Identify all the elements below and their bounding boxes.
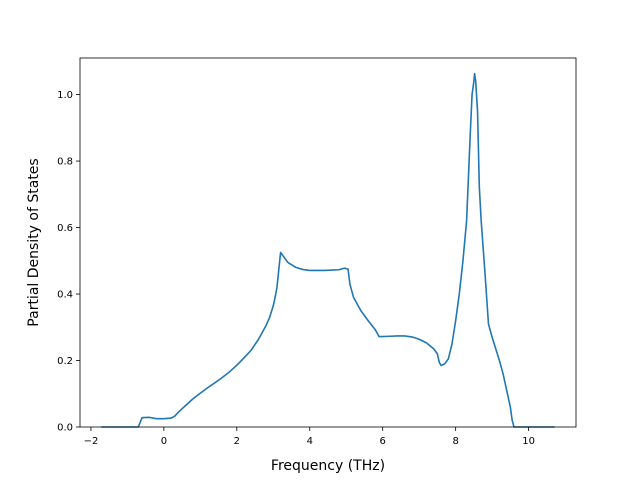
axes: −2 0 2 4 6 8 10 0.0 0.2 0.4 0.6 0.8 1.0 <box>57 57 577 447</box>
x-tick-label: 10 <box>522 436 535 447</box>
plot-area <box>101 72 555 428</box>
plot-frame <box>79 57 577 428</box>
x-tick-label: 0 <box>161 436 167 447</box>
series-line-1 <box>101 72 555 428</box>
x-tick-label: −2 <box>84 436 99 447</box>
x-tick-label: 6 <box>380 436 386 447</box>
y-tick-label: 0.8 <box>57 157 73 168</box>
y-axis-label: Partial Density of States <box>26 158 42 326</box>
x-axis-label: Frequency (THz) <box>271 458 385 474</box>
y-tick-label: 0.2 <box>57 356 73 367</box>
x-tick-label: 8 <box>452 436 458 447</box>
y-tick-label: 0.4 <box>57 290 73 301</box>
x-tick-label: 4 <box>307 436 313 447</box>
x-tick-label: 2 <box>234 436 240 447</box>
y-tick-label: 0.0 <box>57 423 73 434</box>
y-tick-label: 1.0 <box>57 90 73 101</box>
y-tick-label: 0.6 <box>57 223 73 234</box>
